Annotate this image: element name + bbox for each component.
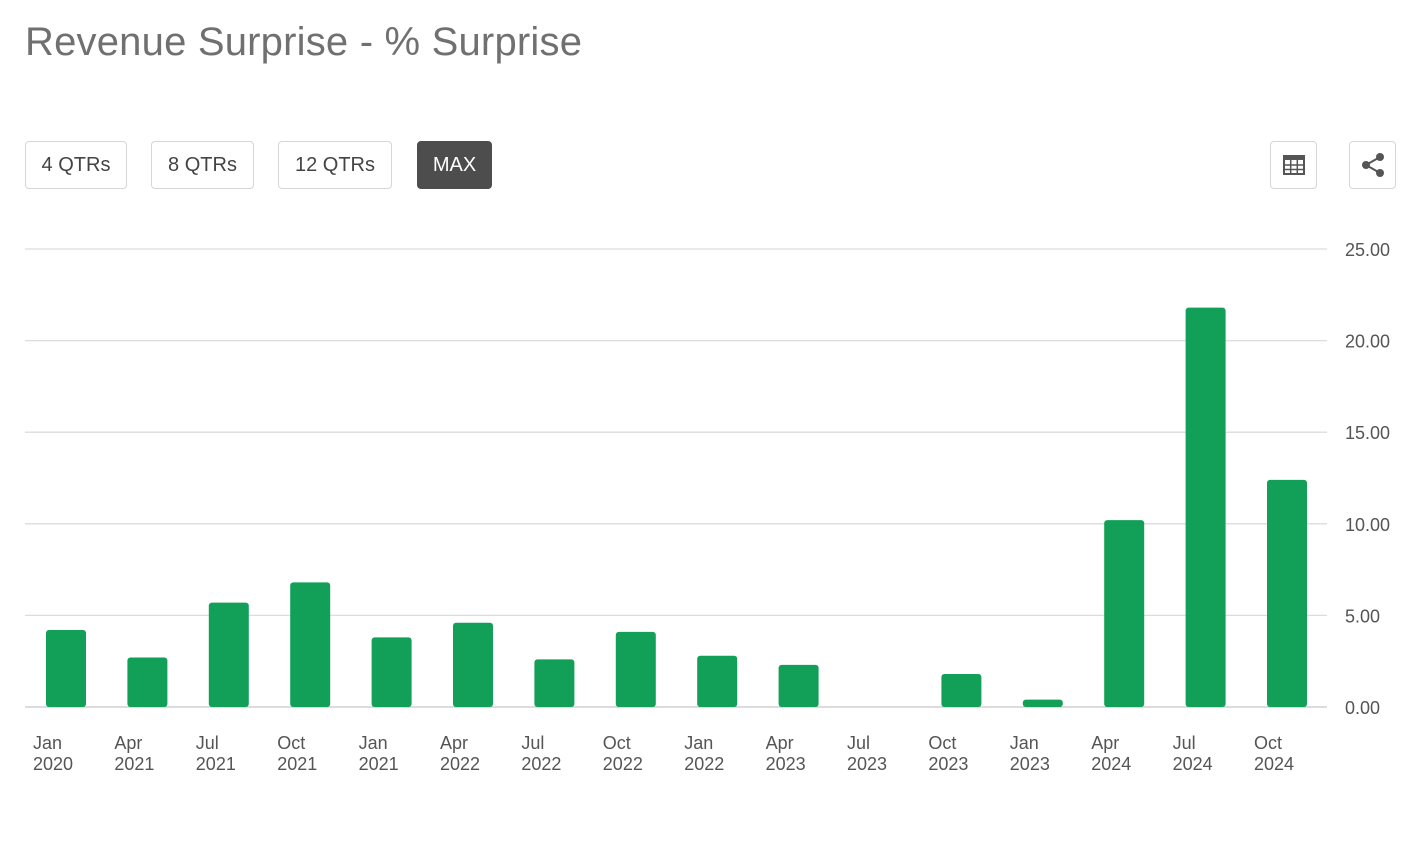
x-tick-label: 2021 [114,754,154,774]
x-tick-label: Oct [277,733,305,753]
bar[interactable] [1104,520,1145,707]
x-tick-label: Jul [196,733,219,753]
x-tick-label: 2024 [1173,754,1213,774]
bar[interactable] [941,674,982,707]
x-tick-label: 2021 [359,754,399,774]
x-tick-label: Jan [684,733,713,753]
y-tick-label: 25.00 [1345,240,1390,260]
range-12-qtrs-button[interactable]: 12 QTRs [278,141,392,189]
share-button[interactable] [1349,141,1396,189]
y-tick-label: 10.00 [1345,515,1390,535]
x-tick-label: Jan [33,733,62,753]
bars [46,307,1307,707]
table-icon [1282,155,1305,175]
x-tick-label: Jan [359,733,388,753]
x-tick-label: 2024 [1091,754,1131,774]
x-tick-label: 2022 [440,754,480,774]
bar[interactable] [127,657,168,707]
table-view-button[interactable] [1270,141,1317,189]
y-tick-label: 15.00 [1345,423,1390,443]
x-tick-label: 2021 [196,754,236,774]
bar[interactable] [534,659,575,707]
x-tick-label: Apr [440,733,468,753]
x-tick-label: 2023 [766,754,806,774]
x-tick-label: Oct [603,733,631,753]
y-tick-label: 0.00 [1345,698,1380,718]
bar[interactable] [615,631,656,707]
bar[interactable] [697,655,738,707]
x-tick-label: 2022 [521,754,561,774]
y-axis-ticks: 0.00 5.00 10.00 15.00 20.00 25.00 [1345,240,1390,718]
bar[interactable] [46,630,86,707]
x-tick-label: 2020 [33,754,73,774]
range-8-qtrs-button[interactable]: 8 QTRs [151,141,254,189]
bar[interactable] [778,664,819,707]
x-tick-label: Apr [114,733,142,753]
bar[interactable] [453,622,493,707]
x-tick-label: 2023 [928,754,968,774]
x-tick-label: 2023 [847,754,887,774]
range-4-qtrs-button[interactable]: 4 QTRs [25,141,127,189]
page-title: Revenue Surprise - % Surprise [25,20,583,64]
x-tick-label: Jul [1173,733,1196,753]
x-tick-label: Jul [521,733,544,753]
share-icon [1361,153,1384,177]
bar[interactable] [290,582,331,707]
x-tick-label: Jan [1010,733,1039,753]
x-tick-label: 2022 [603,754,643,774]
x-tick-label: 2024 [1254,754,1294,774]
bar[interactable] [1022,699,1063,707]
x-tick-label: Apr [766,733,794,753]
bar[interactable] [208,602,249,707]
x-tick-label: Jul [847,733,870,753]
x-tick-label: 2022 [684,754,724,774]
x-tick-label: Oct [1254,733,1282,753]
bar[interactable] [1185,307,1226,707]
y-tick-label: 20.00 [1345,332,1390,352]
x-tick-label: Oct [928,733,956,753]
x-tick-label: 2023 [1010,754,1050,774]
x-tick-label: Apr [1091,733,1119,753]
range-max-button[interactable]: MAX [417,141,492,189]
bar[interactable] [371,637,412,707]
x-tick-label: 2021 [277,754,317,774]
x-axis-ticks: Jan2020Apr2021Jul2021Oct2021Jan2021Apr20… [33,733,1294,774]
y-tick-label: 5.00 [1345,606,1380,626]
bar[interactable] [1267,479,1307,707]
